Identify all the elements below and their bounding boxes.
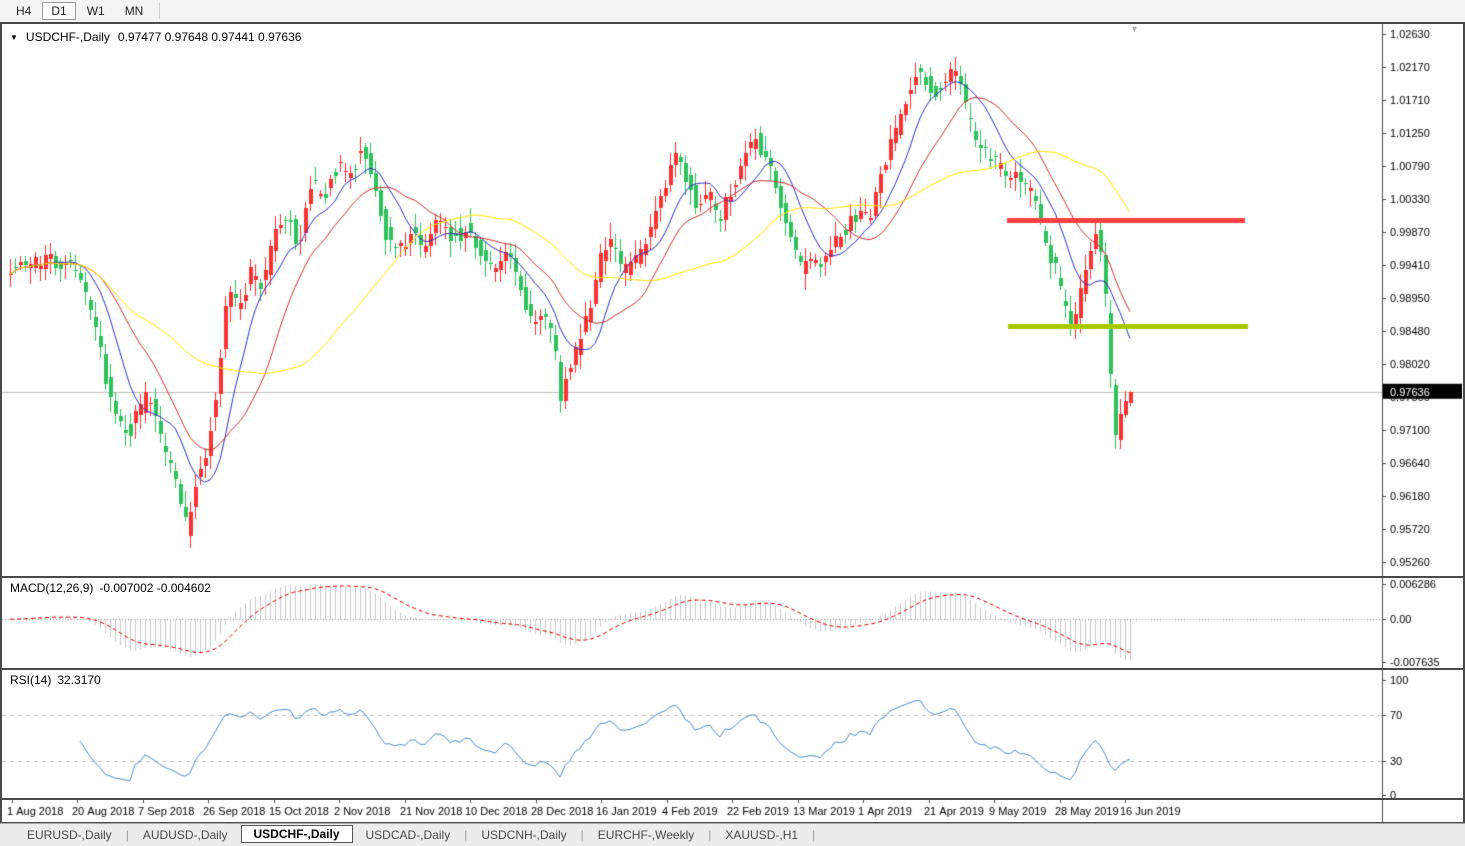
- macd-pane: MACD(12,26,9) -0.007002 -0.004602: [2, 576, 1463, 668]
- price-pane: ▼ USDCHF-,Daily 0.97477 0.97648 0.97441 …: [2, 24, 1463, 576]
- timeframe-button-d1[interactable]: D1: [42, 2, 76, 20]
- tab-divider: |: [580, 828, 584, 842]
- tab-divider: |: [464, 828, 468, 842]
- rsi-pane: RSI(14) 32.3170: [2, 668, 1463, 798]
- tab-eurchf-weekly[interactable]: EURCHF-,Weekly: [597, 828, 695, 842]
- rsi-canvas[interactable]: [2, 670, 1463, 798]
- timeframe-button-h4[interactable]: H4: [7, 2, 40, 20]
- tab-divider: |: [708, 828, 712, 842]
- macd-canvas[interactable]: [2, 578, 1463, 668]
- tab-usdcnh-daily[interactable]: USDCNH-,Daily: [481, 828, 567, 842]
- collapse-chart-icon[interactable]: ▼: [10, 32, 18, 42]
- timeframe-button-w1[interactable]: W1: [78, 2, 114, 20]
- timeframe-toolbar: H4 D1 W1 MN: [0, 0, 1465, 23]
- chart-window: ▼ USDCHF-,Daily 0.97477 0.97648 0.97441 …: [0, 22, 1465, 824]
- chart-tab-bar: EURUSD-,Daily | AUDUSD-,Daily USDCHF-,Da…: [0, 823, 1465, 846]
- tab-audusd-daily[interactable]: AUDUSD-,Daily: [142, 828, 228, 842]
- tab-xauusd-h1[interactable]: XAUUSD-,H1: [725, 828, 799, 842]
- tab-divider: |: [812, 828, 816, 842]
- tab-usdcad-daily[interactable]: USDCAD-,Daily: [365, 828, 451, 842]
- date-axis-pane: [2, 798, 1463, 822]
- tab-divider: |: [125, 828, 129, 842]
- tab-eurusd-daily[interactable]: EURUSD-,Daily: [27, 828, 112, 842]
- price-chart-canvas[interactable]: [2, 24, 1463, 576]
- date-axis-canvas[interactable]: [2, 800, 1463, 822]
- scroll-to-end-icon[interactable]: ▼: [1130, 24, 1139, 34]
- tab-usdchf-daily[interactable]: USDCHF-,Daily: [240, 825, 353, 843]
- toolbar-separator: [159, 3, 161, 19]
- timeframe-button-mn[interactable]: MN: [116, 2, 153, 20]
